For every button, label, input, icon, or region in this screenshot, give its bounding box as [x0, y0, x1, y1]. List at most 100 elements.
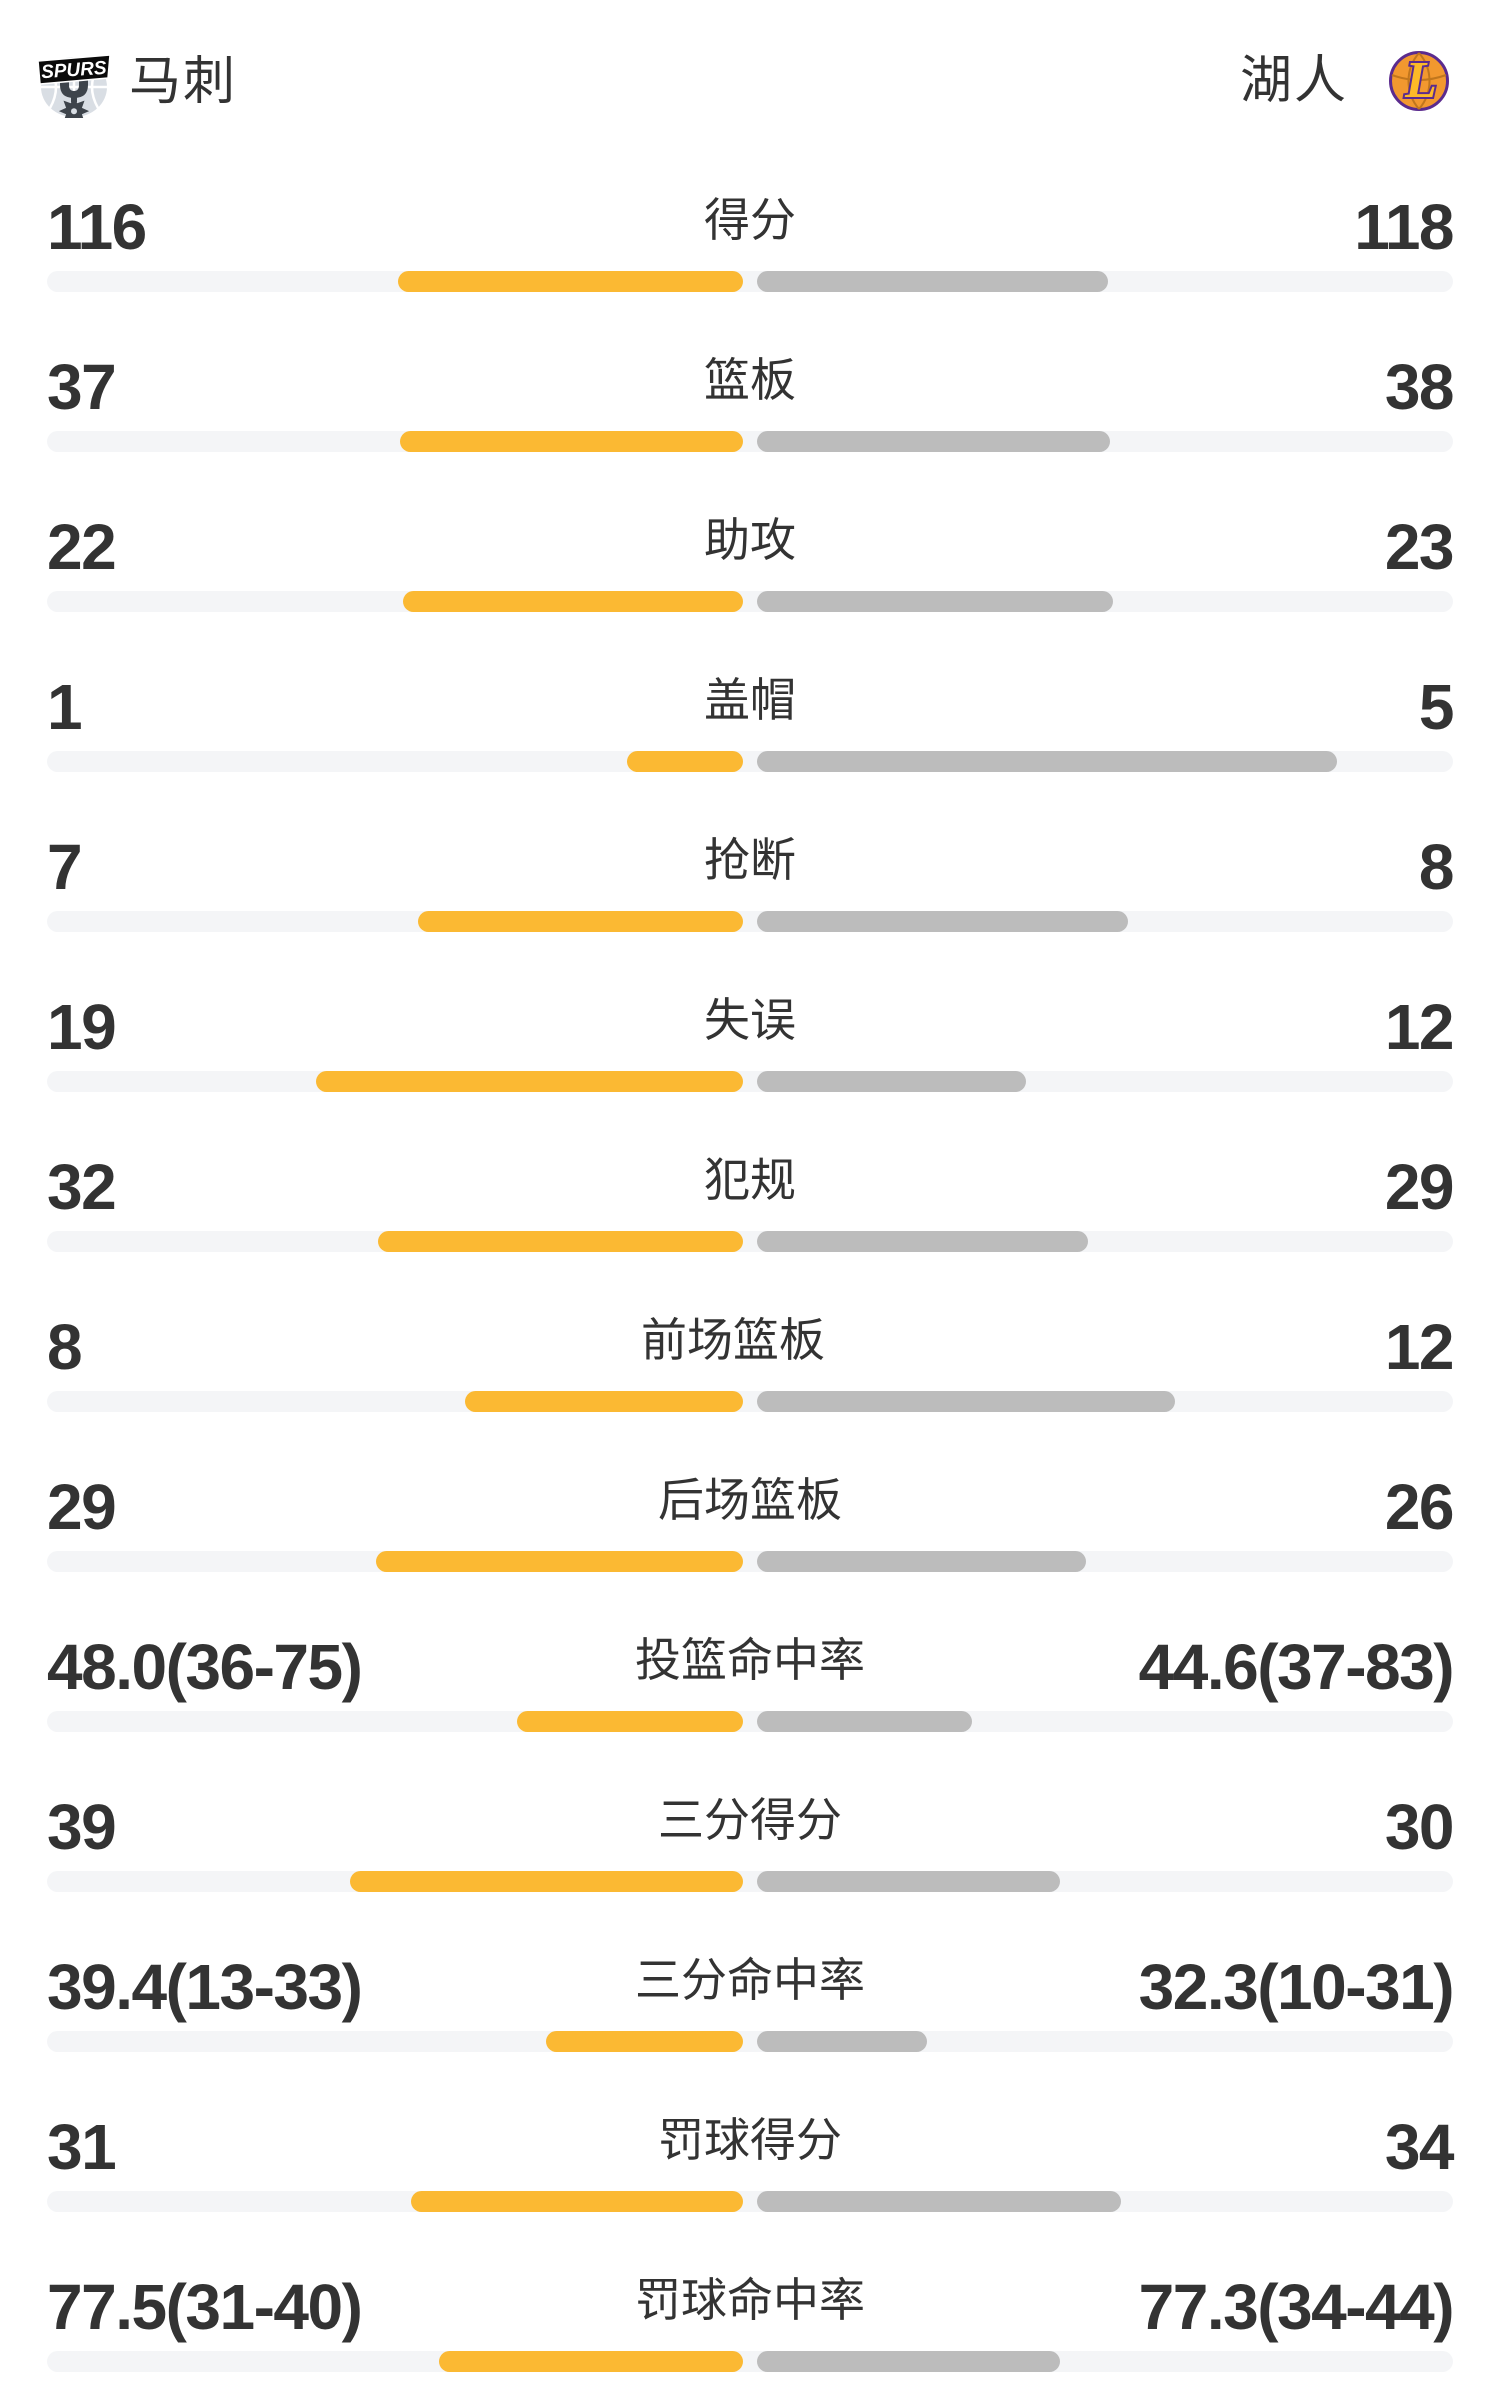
bar-right [757, 2191, 1121, 2212]
bar-left [376, 1551, 743, 1572]
spurs-logo-text: SPURS [41, 58, 108, 84]
stat-values: 19 失误 12 [47, 991, 1455, 1063]
scoreboard-header: SPURS 马刺 湖人 L [0, 0, 1500, 160]
stat-label: 罚球命中率 [635, 2274, 865, 2326]
stat-right-value: 44.6(37-83) [1138, 1631, 1455, 1703]
stat-values: 116 得分 118 [47, 191, 1454, 263]
stat-left-value: 39 [47, 1791, 117, 1863]
bar-left [418, 911, 743, 932]
stat-right-value: 26 [1384, 1471, 1455, 1543]
stat-label: 三分得分 [658, 1794, 842, 1846]
stat-right-value: 5 [1418, 671, 1455, 743]
stat-row: 39.4(13-33) 三分命中率 32.3(10-31) [0, 1920, 1500, 2080]
stat-row: 116 得分 118 [0, 160, 1500, 320]
stat-row: 39 三分得分 30 [0, 1760, 1500, 1920]
stat-right-value: 23 [1384, 511, 1455, 583]
stat-label: 盖帽 [704, 674, 796, 726]
bar-left [378, 1231, 743, 1252]
stat-label: 后场篮板 [658, 1474, 842, 1526]
stat-label: 罚球得分 [658, 2114, 842, 2166]
stat-left-value: 7 [47, 831, 83, 903]
stat-right-value: 118 [1354, 191, 1454, 263]
bar-right [757, 591, 1113, 612]
stat-row: 32 犯规 29 [0, 1120, 1500, 1280]
stat-right-value: 29 [1384, 1151, 1455, 1223]
stat-bar-track [47, 591, 1453, 612]
team-right[interactable]: 湖人 L [1240, 46, 1450, 116]
bar-right [757, 271, 1108, 292]
team-left[interactable]: SPURS 马刺 [35, 46, 237, 118]
bar-right [757, 751, 1337, 772]
stat-bar-track [47, 2351, 1453, 2372]
stat-label: 抢断 [704, 834, 796, 886]
stat-bar-track [47, 911, 1453, 932]
stat-bar-track [47, 1871, 1453, 1892]
stat-label: 得分 [704, 194, 796, 246]
stat-right-value: 77.3(34-44) [1138, 2271, 1455, 2343]
stat-values: 8 前场篮板 12 [47, 1311, 1455, 1383]
stat-left-value: 32 [47, 1151, 117, 1223]
stat-right-value: 8 [1418, 831, 1455, 903]
stat-values: 22 助攻 23 [47, 511, 1455, 583]
team-left-name: 马刺 [129, 53, 238, 111]
stat-values: 39 三分得分 30 [47, 1791, 1455, 1863]
stat-values: 37 篮板 38 [47, 351, 1455, 423]
stat-row: 37 篮板 38 [0, 320, 1500, 480]
stat-values: 77.5(31-40) 罚球命中率 77.3(34-44) [47, 2271, 1455, 2343]
stat-label: 三分命中率 [635, 1954, 865, 2006]
stat-label: 失误 [704, 994, 796, 1046]
stat-bar-track [47, 1711, 1453, 1732]
bar-left [400, 431, 743, 452]
bar-right [757, 2351, 1060, 2372]
bar-left [546, 2031, 743, 2052]
stat-row: 7 抢断 8 [0, 800, 1500, 960]
bar-left [411, 2191, 743, 2212]
stat-row: 19 失误 12 [0, 960, 1500, 1120]
stat-left-value: 22 [47, 511, 117, 583]
stat-label: 犯规 [704, 1154, 796, 1206]
stat-left-value: 39.4(13-33) [47, 1951, 363, 2023]
bar-left [350, 1871, 743, 1892]
stat-right-value: 32.3(10-31) [1138, 1951, 1455, 2023]
stat-right-value: 30 [1384, 1791, 1455, 1863]
bar-left [465, 1391, 743, 1412]
stat-label: 助攻 [704, 514, 796, 566]
stat-row: 48.0(36-75) 投篮命中率 44.6(37-83) [0, 1600, 1500, 1760]
stat-bar-track [47, 2031, 1453, 2052]
stat-left-value: 48.0(36-75) [47, 1631, 363, 1703]
stat-bar-track [47, 2191, 1453, 2212]
stat-right-value: 12 [1384, 991, 1455, 1063]
bar-right [757, 431, 1110, 452]
stat-left-value: 8 [47, 1311, 83, 1383]
stat-left-value: 1 [47, 671, 83, 743]
spurs-logo: SPURS [37, 54, 111, 118]
stat-bar-track [47, 1551, 1453, 1572]
stat-left-value: 116 [47, 191, 147, 263]
stat-bar-track [47, 271, 1453, 292]
bar-left [439, 2351, 743, 2372]
team-right-name: 湖人 [1239, 52, 1348, 110]
stat-row: 8 前场篮板 12 [0, 1280, 1500, 1440]
bar-left [316, 1071, 743, 1092]
bar-right [757, 911, 1128, 932]
bar-right [757, 2031, 927, 2052]
stat-row: 31 罚球得分 34 [0, 2080, 1500, 2240]
stat-right-value: 12 [1384, 1311, 1455, 1383]
stat-values: 31 罚球得分 34 [47, 2111, 1455, 2183]
stat-values: 29 后场篮板 26 [47, 1471, 1455, 1543]
stat-label: 前场篮板 [640, 1314, 825, 1366]
stat-values: 7 抢断 8 [47, 831, 1455, 903]
stat-right-value: 34 [1384, 2111, 1455, 2183]
stat-left-value: 37 [47, 351, 117, 423]
stat-left-value: 19 [47, 991, 117, 1063]
bar-left [403, 591, 743, 612]
stat-label: 篮板 [704, 354, 796, 406]
stat-values: 32 犯规 29 [47, 1151, 1455, 1223]
bar-left [398, 271, 743, 292]
stat-bar-track [47, 1231, 1453, 1252]
stat-label: 投篮命中率 [635, 1634, 865, 1686]
bar-right [757, 1551, 1086, 1572]
stat-row: 29 后场篮板 26 [0, 1440, 1500, 1600]
bar-left [627, 751, 743, 772]
stat-bar-track [47, 1071, 1453, 1092]
